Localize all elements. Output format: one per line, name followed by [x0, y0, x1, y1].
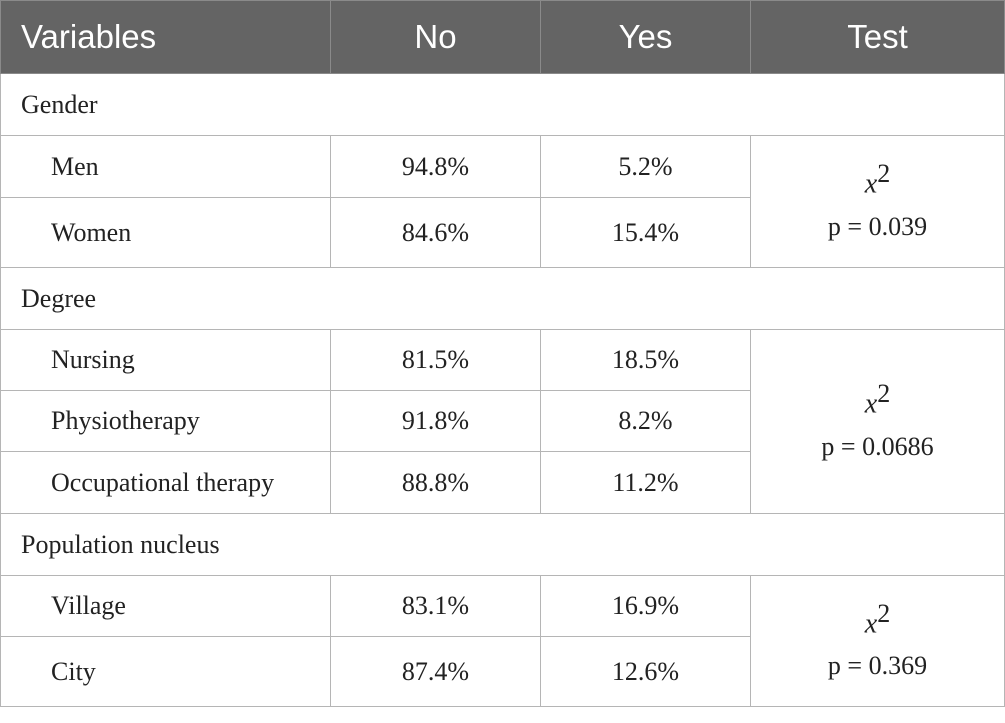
- row-label: City: [0, 636, 331, 707]
- cell: 87.4%: [330, 636, 541, 707]
- cell: 94.8%: [330, 135, 541, 198]
- row-label: Occupational therapy: [0, 451, 331, 514]
- data-row: Men 94.8% 5.2% x2 p = 0.039: [0, 135, 1005, 268]
- test-cell: x2 p = 0.0686: [750, 329, 1005, 514]
- p-value: p = 0.039: [827, 211, 928, 241]
- data-row: Nursing 81.5% 18.5% x2 p = 0.0686: [0, 329, 1005, 514]
- cell: 8.2%: [540, 390, 751, 452]
- header-cell: Yes: [540, 0, 751, 74]
- cell: 88.8%: [330, 451, 541, 514]
- cell: 91.8%: [330, 390, 541, 452]
- data-row: City 87.4% 12.6%: [0, 636, 1005, 707]
- group-label: Degree: [0, 267, 1005, 330]
- cell: 83.1%: [330, 575, 541, 637]
- data-table: Variables No Yes Test Gender Men 94.8% 5.2% x2 p…: [0, 0, 1005, 707]
- data-row: Women 84.6% 15.4%: [0, 197, 1005, 268]
- cell: 84.6%: [330, 197, 541, 268]
- stat-superscript: 2: [877, 159, 891, 189]
- p-value: p = 0.369: [827, 651, 928, 681]
- test-stat: x2: [751, 374, 1004, 424]
- cell: 18.5%: [540, 329, 751, 391]
- test-cell: x2 p = 0.039: [750, 135, 1005, 268]
- header-cell: Variables: [0, 0, 331, 74]
- cell: 15.4%: [540, 197, 751, 268]
- test-cell: x2 p = 0.369: [750, 575, 1005, 707]
- row-label: Village: [0, 575, 331, 637]
- test-stat: x2: [751, 594, 1004, 644]
- cell: 12.6%: [540, 636, 751, 707]
- cell: 16.9%: [540, 575, 751, 637]
- header-row: Variables No Yes Test: [0, 0, 1005, 74]
- header-cell: No: [330, 0, 541, 74]
- group-row: Gender: [0, 73, 1005, 136]
- row-label: Men: [0, 135, 331, 198]
- row-label: Women: [0, 197, 331, 268]
- stat-superscript: 2: [877, 598, 891, 628]
- header-cell: Test: [750, 0, 1005, 74]
- row-label: Nursing: [0, 329, 331, 391]
- cell: 81.5%: [330, 329, 541, 391]
- group-label: Gender: [0, 73, 1005, 136]
- cell: 5.2%: [540, 135, 751, 198]
- stat-superscript: 2: [877, 379, 891, 409]
- group-label: Population nucleus: [0, 513, 1005, 576]
- stat-symbol: x: [864, 608, 878, 640]
- stat-symbol: x: [864, 168, 878, 200]
- data-row: Village 83.1% 16.9% x2 p = 0.369: [0, 575, 1005, 707]
- stat-symbol: x: [864, 388, 878, 420]
- group-row: Degree: [0, 267, 1005, 330]
- cell: 11.2%: [540, 451, 751, 514]
- test-stat: x2: [751, 154, 1004, 204]
- p-value: p = 0.0686: [821, 431, 934, 461]
- row-label: Physiotherapy: [0, 390, 331, 452]
- group-row: Population nucleus: [0, 513, 1005, 576]
